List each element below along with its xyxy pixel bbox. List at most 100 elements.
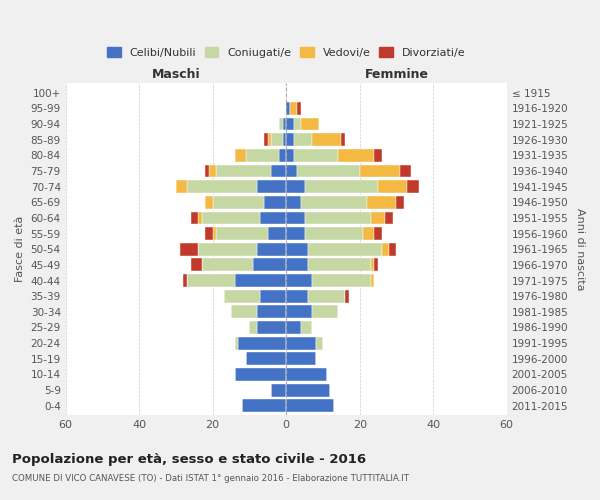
Bar: [250, 321, 257, 334]
Bar: [371, 212, 385, 224]
Bar: [286, 352, 316, 365]
Bar: [187, 180, 257, 193]
Bar: [246, 149, 279, 162]
Bar: [205, 227, 212, 240]
Bar: [301, 321, 312, 334]
Bar: [286, 336, 316, 349]
Bar: [297, 164, 360, 177]
Bar: [345, 290, 349, 302]
Bar: [268, 227, 286, 240]
Bar: [312, 274, 371, 287]
Bar: [212, 227, 217, 240]
Text: Popolazione per età, sesso e stato civile - 2016: Popolazione per età, sesso e stato civil…: [12, 452, 366, 466]
Text: Femmine: Femmine: [364, 68, 428, 81]
Bar: [286, 258, 308, 272]
Bar: [367, 196, 397, 208]
Bar: [257, 180, 286, 193]
Bar: [202, 258, 253, 272]
Bar: [378, 180, 407, 193]
Bar: [212, 196, 264, 208]
Bar: [179, 243, 198, 256]
Bar: [341, 134, 345, 146]
Bar: [286, 118, 293, 130]
Bar: [191, 258, 202, 272]
Bar: [286, 400, 334, 412]
Bar: [264, 134, 268, 146]
Bar: [257, 306, 286, 318]
Bar: [286, 321, 301, 334]
Bar: [305, 227, 364, 240]
Bar: [407, 180, 419, 193]
Bar: [253, 258, 286, 272]
Bar: [308, 290, 345, 302]
Bar: [301, 196, 367, 208]
Bar: [371, 258, 374, 272]
Bar: [286, 180, 305, 193]
Bar: [286, 368, 326, 381]
Bar: [400, 164, 411, 177]
Text: COMUNE DI VICO CANAVESE (TO) - Dati ISTAT 1° gennaio 2016 - Elaborazione TUTTITA: COMUNE DI VICO CANAVESE (TO) - Dati ISTA…: [12, 474, 409, 483]
Bar: [293, 118, 301, 130]
Bar: [286, 164, 297, 177]
Bar: [283, 118, 286, 130]
Bar: [235, 274, 286, 287]
Bar: [389, 243, 397, 256]
Bar: [374, 149, 382, 162]
Y-axis label: Anni di nascita: Anni di nascita: [575, 208, 585, 290]
Bar: [385, 212, 393, 224]
Bar: [312, 134, 341, 146]
Bar: [286, 384, 331, 396]
Bar: [209, 164, 217, 177]
Bar: [191, 212, 198, 224]
Bar: [308, 258, 371, 272]
Bar: [308, 243, 382, 256]
Bar: [286, 149, 293, 162]
Bar: [198, 243, 257, 256]
Bar: [217, 164, 271, 177]
Bar: [264, 196, 286, 208]
Bar: [183, 274, 187, 287]
Bar: [364, 227, 374, 240]
Bar: [257, 321, 286, 334]
Bar: [231, 306, 257, 318]
Bar: [260, 290, 286, 302]
Bar: [360, 164, 400, 177]
Bar: [293, 134, 312, 146]
Bar: [279, 149, 286, 162]
Bar: [257, 243, 286, 256]
Bar: [238, 336, 286, 349]
Bar: [205, 164, 209, 177]
Bar: [271, 134, 283, 146]
Bar: [286, 274, 312, 287]
Bar: [205, 196, 212, 208]
Bar: [301, 118, 319, 130]
Bar: [286, 196, 301, 208]
Bar: [305, 212, 371, 224]
Y-axis label: Fasce di età: Fasce di età: [15, 216, 25, 282]
Bar: [176, 180, 187, 193]
Bar: [198, 212, 202, 224]
Bar: [224, 290, 260, 302]
Bar: [279, 118, 283, 130]
Bar: [397, 196, 404, 208]
Bar: [374, 258, 378, 272]
Bar: [297, 102, 301, 115]
Bar: [268, 134, 271, 146]
Bar: [286, 290, 308, 302]
Bar: [286, 306, 312, 318]
Bar: [286, 243, 308, 256]
Legend: Celibi/Nubili, Coniugati/e, Vedovi/e, Divorziati/e: Celibi/Nubili, Coniugati/e, Vedovi/e, Di…: [103, 42, 469, 62]
Bar: [271, 164, 286, 177]
Bar: [260, 212, 286, 224]
Text: Maschi: Maschi: [152, 68, 200, 81]
Bar: [217, 227, 268, 240]
Bar: [242, 400, 286, 412]
Bar: [286, 134, 293, 146]
Bar: [235, 149, 246, 162]
Bar: [235, 368, 286, 381]
Bar: [293, 149, 338, 162]
Bar: [202, 212, 260, 224]
Bar: [286, 212, 305, 224]
Bar: [271, 384, 286, 396]
Bar: [187, 274, 235, 287]
